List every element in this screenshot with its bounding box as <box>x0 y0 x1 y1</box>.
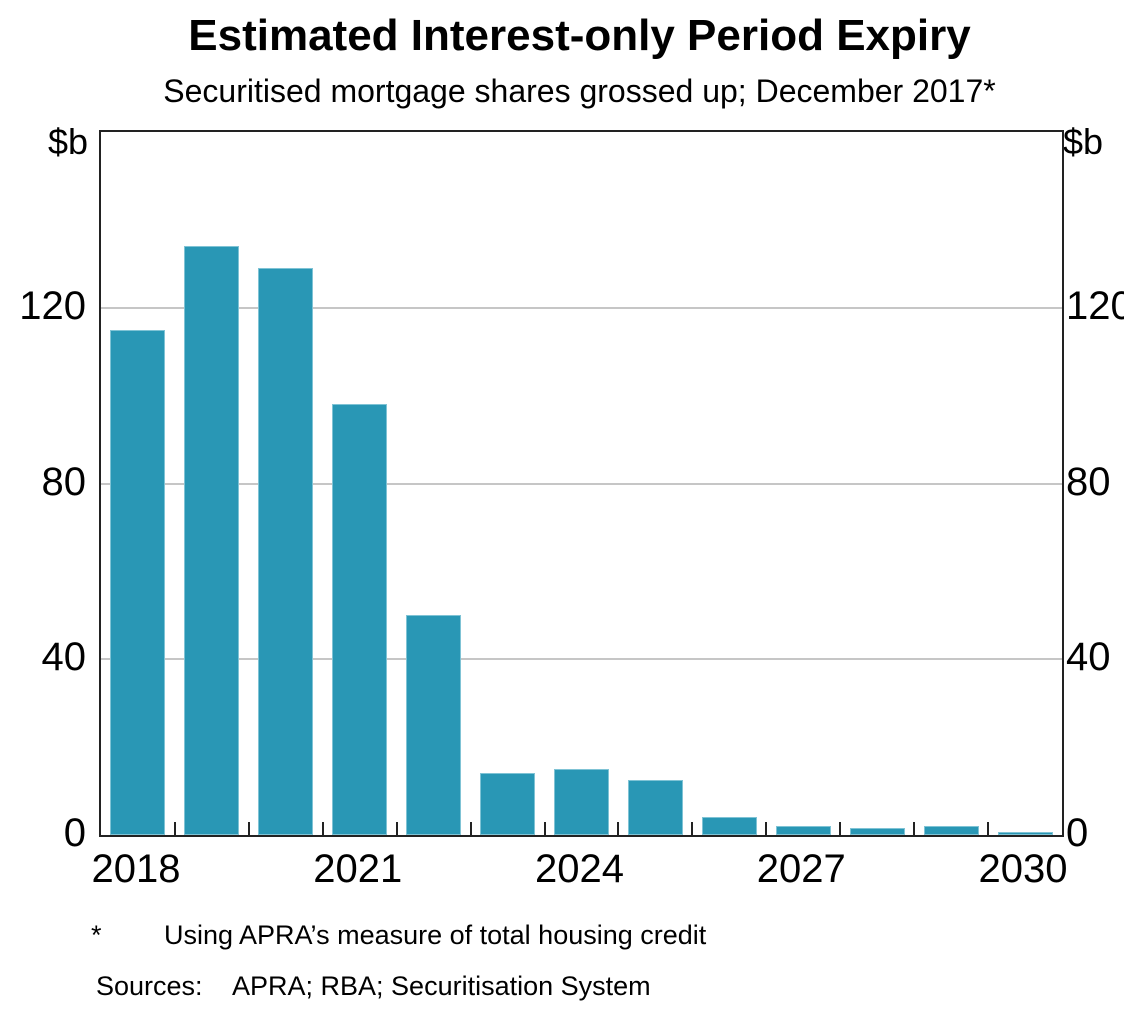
x-axis-tick <box>691 822 694 835</box>
footnote-line: * Using APRA’s measure of total housing c… <box>91 920 706 951</box>
y-tick-label-right-80: 80 <box>1066 459 1111 504</box>
footnote-marker: * <box>91 920 102 950</box>
y-axis-unit-left: $b <box>47 121 88 162</box>
sources-text: APRA; RBA; Securitisation System <box>232 971 651 1001</box>
x-axis-tick <box>321 822 324 835</box>
bar-2026 <box>701 817 757 835</box>
chart-title: Estimated Interest-only Period Expiry <box>188 11 971 60</box>
chart-subtitle: Securitised mortgage shares grossed up; … <box>163 73 996 109</box>
x-axis-tick <box>395 822 398 835</box>
y-tick-label-left-80: 80 <box>41 459 87 504</box>
bar-2020 <box>258 268 314 835</box>
y-tick-label-left-120: 120 <box>19 283 86 328</box>
x-axis-tick <box>469 822 472 835</box>
y-tick-label-right-120: 120 <box>1066 283 1124 328</box>
x-axis-tick <box>247 822 250 835</box>
x-tick-label-2030: 2030 <box>978 847 1068 891</box>
gridline-80 <box>101 482 1062 485</box>
x-tick-label-2027: 2027 <box>756 847 846 891</box>
bar-2027 <box>775 826 831 835</box>
x-tick-label-2024: 2024 <box>535 847 624 891</box>
bar-2022 <box>406 615 462 835</box>
y-tick-label-left-0: 0 <box>63 811 86 855</box>
x-axis-tick <box>617 822 620 835</box>
bar-2019 <box>184 246 240 835</box>
plot-area <box>99 130 1064 837</box>
x-axis-tick <box>913 822 916 835</box>
sources-label: Sources: <box>96 971 203 1001</box>
footnote-text: Using APRA’s measure of total housing cr… <box>164 920 707 950</box>
x-axis-tick <box>543 822 546 835</box>
x-axis-tick <box>173 822 176 835</box>
y-tick-label-left-40: 40 <box>41 635 87 680</box>
y-tick-label-right-40: 40 <box>1066 635 1111 680</box>
bar-2029 <box>923 826 979 835</box>
bar-2024 <box>554 769 609 835</box>
bar-2021 <box>332 404 388 835</box>
y-axis-unit-right: $b <box>1063 121 1104 162</box>
bar-2023 <box>480 773 536 835</box>
x-axis-tick <box>839 822 842 835</box>
bar-2030 <box>997 831 1053 835</box>
gridline-120 <box>101 306 1062 309</box>
gridline-40 <box>101 658 1062 661</box>
x-tick-label-2018: 2018 <box>91 847 181 891</box>
x-axis-tick <box>765 822 768 835</box>
bar-2018 <box>110 329 166 835</box>
bar-2028 <box>849 828 905 835</box>
x-tick-label-2021: 2021 <box>313 847 403 891</box>
sources-line: Sources: APRA; RBA; Securitisation System <box>96 971 651 1002</box>
y-tick-label-right-0: 0 <box>1066 811 1089 855</box>
x-axis-tick <box>987 822 990 835</box>
bar-2025 <box>627 780 683 835</box>
